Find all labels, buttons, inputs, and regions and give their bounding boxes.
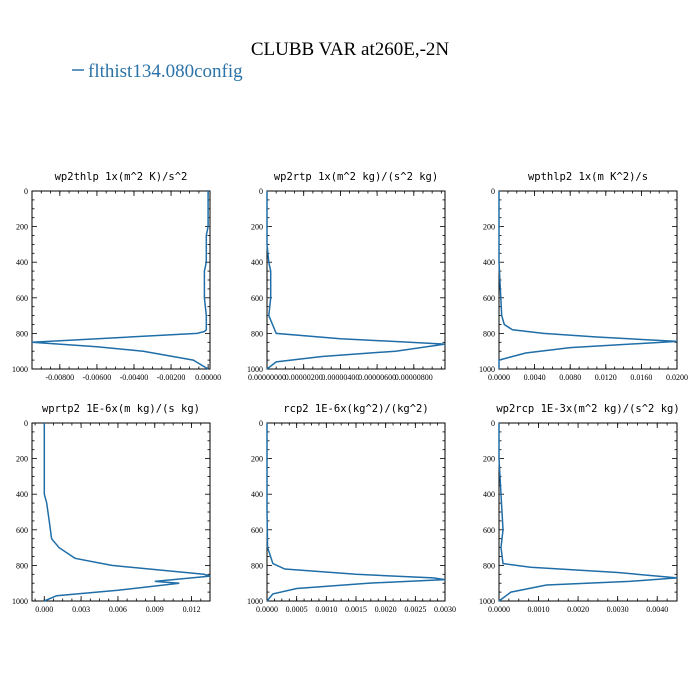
y-tick-label: 400	[251, 258, 263, 267]
plot-area-frame	[31, 190, 211, 370]
y-tick-label: 200	[251, 455, 263, 464]
y-tick-label: 800	[251, 329, 263, 338]
y-tick-label: 1000	[12, 597, 28, 606]
x-tick-label: 0.0160	[630, 373, 652, 382]
series-line	[266, 423, 446, 602]
plot-area-frame	[31, 422, 211, 602]
x-tick-label: 0.00000400	[321, 373, 359, 382]
x-tick-label: 0.003	[72, 605, 90, 614]
x-tick-label: 0.00000600	[358, 373, 396, 382]
x-tick-label: 0.0040	[646, 605, 668, 614]
y-tick-label: 600	[483, 526, 495, 535]
x-tick-label: 0.0025	[404, 605, 426, 614]
y-tick-label: 0	[259, 419, 263, 428]
x-tick-label: 0.012	[183, 605, 201, 614]
y-tick-label: 0	[24, 187, 28, 196]
x-tick-label: 0.0080	[559, 373, 581, 382]
panels-group: wp2thlp 1x(m^2 K)/s^2 0 200 400 600 800 1000 -0…	[12, 171, 688, 614]
x-tick-label: 0.0020	[375, 605, 397, 614]
x-tick-label: 0.000	[35, 605, 53, 614]
panel-title: wp2rcp 1E-3x(m^2 kg)/(s^2 kg)	[496, 403, 679, 415]
series-line	[43, 423, 211, 602]
y-tick-label: 600	[251, 294, 263, 303]
plot-area-frame	[498, 422, 678, 602]
y-tick-label: 1000	[479, 597, 495, 606]
x-tick-label: 0.0000	[488, 373, 510, 382]
x-tick-label: 0.0000	[256, 605, 278, 614]
x-tick-label: 0.0005	[286, 605, 308, 614]
y-tick-label: 1000	[247, 597, 263, 606]
x-tick-label: 0.0020	[567, 605, 589, 614]
x-tick-label: 0.0040	[524, 373, 546, 382]
y-tick-label: 400	[16, 490, 28, 499]
panel-title: wp2thlp 1x(m^2 K)/s^2	[55, 171, 188, 183]
series-line	[498, 191, 678, 369]
x-tick-label: -0.00800	[45, 373, 74, 382]
y-tick-label: 200	[483, 455, 495, 464]
x-tick-label: 0.0015	[345, 605, 367, 614]
x-tick-label: 0.0010	[315, 605, 337, 614]
y-tick-label: 0	[259, 187, 263, 196]
x-tick-label: -0.00600	[83, 373, 112, 382]
x-tick-label: -0.00200	[157, 373, 186, 382]
series-line	[498, 423, 678, 602]
y-tick-label: 400	[251, 490, 263, 499]
x-tick-label: 0.00000800	[395, 373, 433, 382]
y-tick-label: 200	[483, 223, 495, 232]
x-tick-label: 0.0030	[607, 605, 629, 614]
x-tick-label: 0.0200	[666, 373, 688, 382]
x-tick-label: 0.00000	[195, 373, 221, 382]
y-tick-label: 0	[24, 419, 28, 428]
x-tick-label: 0.006	[109, 605, 127, 614]
panel-1: wp2thlp 1x(m^2 K)/s^2 0 200 400 600 800 1000 -0…	[12, 171, 221, 382]
figure-title: CLUBB VAR at260E,-2N	[251, 39, 450, 60]
panel-title: wpthlp2 1x(m K^2)/s	[528, 171, 648, 183]
y-tick-label: 1000	[12, 365, 28, 374]
y-tick-label: 400	[16, 258, 28, 267]
x-tick-label: 0.00000200	[285, 373, 323, 382]
y-tick-label: 800	[483, 561, 495, 570]
y-tick-label: 200	[16, 455, 28, 464]
panel-3: wpthlp2 1x(m K^2)/s020040060080010000.00…	[479, 171, 688, 382]
y-tick-label: 1000	[479, 365, 495, 374]
x-tick-label: 0.0000	[488, 605, 510, 614]
panel-title: wp2rtp 1x(m^2 kg)/(s^2 kg)	[274, 171, 438, 183]
y-tick-label: 800	[483, 329, 495, 338]
y-tick-label: 800	[16, 329, 28, 338]
y-tick-label: 0	[491, 187, 495, 196]
y-tick-label: 800	[251, 561, 263, 570]
y-tick-label: 600	[16, 294, 28, 303]
legend-label: flthist134.080config	[88, 61, 243, 82]
panel-6: wp2rcp 1E-3x(m^2 kg)/(s^2 kg)0 200 400 600 8…	[479, 403, 680, 614]
panel-4: wprtp2 1E-6x(m kg)/(s kg) 0 200 400 600 800 10…	[12, 403, 211, 614]
y-tick-label: 600	[16, 526, 28, 535]
panel-title: wprtp2 1E-6x(m kg)/(s kg)	[42, 403, 200, 415]
y-tick-label: 1000	[247, 365, 263, 374]
series-line	[266, 191, 446, 370]
y-tick-label: 400	[483, 490, 495, 499]
x-tick-label: 0.0030	[434, 605, 456, 614]
y-tick-label: 400	[483, 258, 495, 267]
x-tick-label: -0.00400	[120, 373, 149, 382]
x-tick-label: 0.009	[146, 605, 164, 614]
y-tick-label: 0	[491, 419, 495, 428]
series-line	[31, 191, 209, 370]
x-tick-label: 0.00000000	[248, 373, 286, 382]
x-tick-label: 0.0010	[528, 605, 550, 614]
panel-title: rcp2 1E-6x(kg^2)/(kg^2)	[283, 403, 428, 415]
y-tick-label: 600	[251, 526, 263, 535]
panel-5: rcp2 1E-6x(kg^2)/(kg^2) 0 200 400 600 800 1000…	[247, 403, 456, 614]
panel-2: wp2rtp 1x(m^2 kg)/(s^2 kg) 0 200 400 600 800 1…	[247, 171, 446, 382]
x-tick-label: 0.0120	[595, 373, 617, 382]
y-tick-label: 200	[251, 223, 263, 232]
y-tick-label: 600	[483, 294, 495, 303]
y-tick-label: 800	[16, 561, 28, 570]
y-tick-label: 200	[16, 223, 28, 232]
